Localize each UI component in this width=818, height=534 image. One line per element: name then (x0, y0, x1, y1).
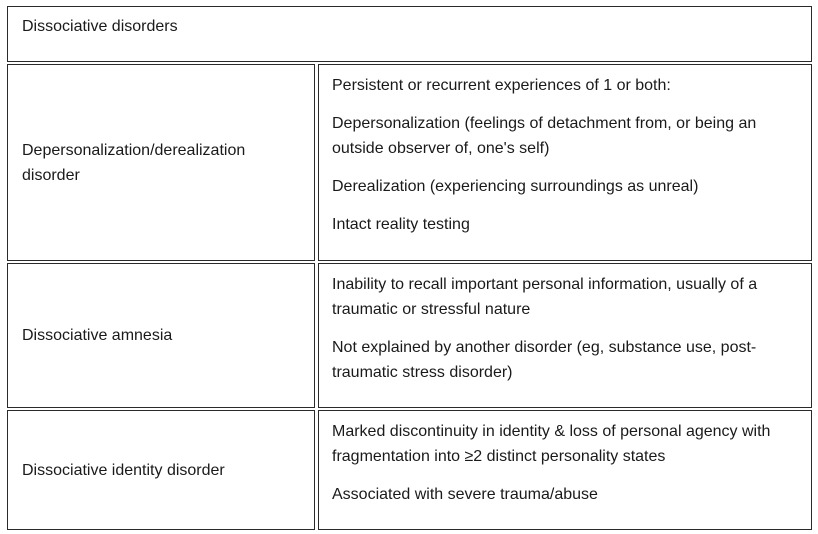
disorder-name: Dissociative amnesia (22, 327, 173, 344)
criterion-text: Associated with severe trauma/abuse (332, 486, 598, 503)
criterion-text: Intact reality testing (332, 216, 470, 233)
disorder-cell-depersonalization: Depersonalization/derealization disorder (7, 64, 315, 261)
criterion-text: Inability to recall important personal i… (332, 276, 758, 318)
disorder-cell-identity: Dissociative identity disorder (7, 410, 315, 530)
criteria-cell-depersonalization: Persistent or recurrent experiences of 1… (318, 64, 812, 261)
criterion-text: Not explained by another disorder (eg, s… (332, 339, 757, 381)
criteria-cell-amnesia: Inability to recall important personal i… (318, 263, 812, 408)
criterion-text: Marked discontinuity in identity & loss … (332, 423, 771, 465)
criteria-cell-identity: Marked discontinuity in identity & loss … (318, 410, 812, 530)
disorder-cell-amnesia: Dissociative amnesia (7, 263, 315, 408)
disorder-name: Dissociative identity disorder (22, 461, 225, 479)
criterion-text: Persistent or recurrent experiences of 1… (332, 77, 671, 94)
criterion-text: Depersonalization (feelings of detachmen… (332, 115, 757, 157)
table-title-cell: Dissociative disorders (7, 6, 812, 62)
table-title: Dissociative disorders (22, 18, 178, 35)
criterion-text: Derealization (experiencing surroundings… (332, 178, 699, 195)
disorder-name: Depersonalization/derealization disorder (22, 141, 246, 184)
